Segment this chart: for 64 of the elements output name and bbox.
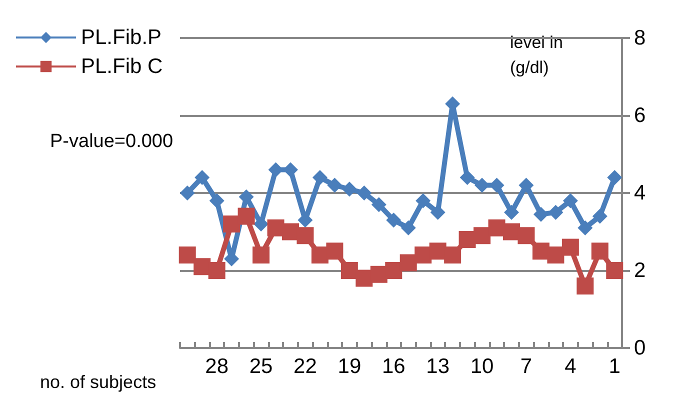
point: [340, 262, 358, 279]
point: [385, 262, 402, 279]
point: [312, 170, 328, 185]
y-tick-label: 2: [634, 259, 646, 282]
text: P-value=0.000: [50, 131, 174, 152]
point: [194, 258, 211, 276]
point: [576, 278, 594, 294]
point: [194, 170, 210, 185]
y-tick-label: 4: [634, 182, 646, 204]
point: [356, 270, 373, 287]
point: [400, 254, 417, 272]
x-tick-label: 16: [382, 355, 406, 378]
x-tick-label: 1: [608, 355, 620, 378]
point: [416, 193, 431, 208]
x-tick-label: 7: [520, 355, 532, 378]
y-tick-label: 8: [634, 26, 646, 50]
x-tick-label: 25: [249, 355, 273, 378]
point: [562, 193, 578, 208]
point: [254, 216, 269, 232]
point: [548, 204, 564, 220]
point: [444, 246, 462, 264]
point: [533, 206, 548, 222]
point: [209, 193, 224, 208]
point: [606, 262, 624, 279]
legend-label: PL.Fib.P: [81, 26, 162, 49]
point: [238, 208, 255, 225]
point: [400, 220, 416, 236]
point: [386, 212, 402, 228]
point: [180, 186, 195, 200]
y-tick-label: 6: [634, 104, 646, 127]
point: [578, 220, 593, 236]
y-tick-label: 0: [634, 336, 646, 360]
x-tick-label: 10: [470, 355, 494, 378]
point: [474, 227, 491, 244]
point: [504, 204, 519, 220]
x-tick-label: 22: [294, 355, 317, 378]
point: [430, 204, 446, 220]
point: [547, 246, 564, 264]
point: [208, 262, 226, 279]
point: [591, 242, 608, 260]
point: [518, 178, 534, 193]
x-tick-label: 28: [205, 355, 229, 378]
point: [592, 208, 608, 224]
x-axis-title: no. of subjects: [40, 372, 156, 392]
point: [607, 170, 622, 185]
point: [223, 216, 240, 232]
point: [371, 197, 386, 212]
point: [178, 246, 196, 264]
point: [342, 182, 357, 197]
point: [326, 242, 344, 260]
point: [414, 246, 432, 264]
y-axis-title: level in (g/dl): [510, 33, 563, 77]
x-tick-label: 19: [338, 355, 362, 378]
point: [356, 186, 372, 200]
x-tick-label: 4: [564, 355, 577, 378]
point: [518, 227, 535, 244]
point: [460, 170, 475, 185]
point: [252, 246, 270, 264]
point: [296, 227, 314, 244]
legend-label: PL.Fib C: [81, 55, 163, 78]
x-tick-label: 13: [426, 355, 450, 378]
point: [283, 162, 298, 178]
point: [327, 178, 342, 193]
point: [562, 238, 579, 256]
